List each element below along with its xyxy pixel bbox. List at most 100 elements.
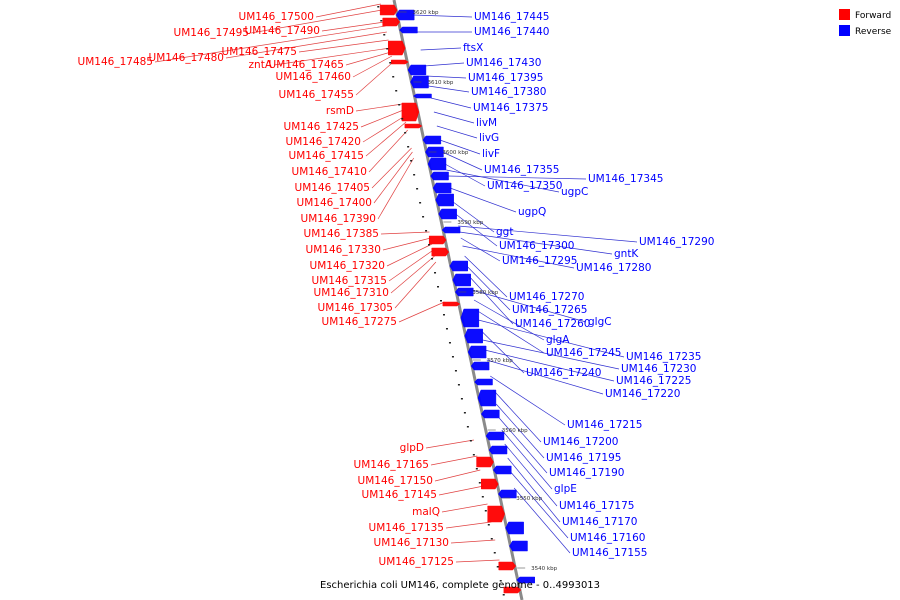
kbp-tick-label: 3620 kbp [413,10,439,16]
forward-leader-line [373,151,413,204]
reverse-gene-label: glgA [546,334,570,346]
reverse-leader-line [486,359,604,395]
reverse-gene-label: ggt [496,226,513,238]
reverse-leader-line [468,275,514,325]
reverse-leader-line [433,111,475,124]
reverse-leader-line [446,169,560,193]
reverse-feature-block [435,193,454,207]
reverse-leader-line [430,97,472,109]
reverse-feature-block [452,273,471,287]
reverse-feature-block [481,409,500,419]
reverse-feature-block [509,540,528,552]
kbp-ticks: 3620 kbp 3610 kbp 3600 kbp 3590 kbp 3580 kbp… [377,6,558,596]
reverse-leader-line [436,125,478,139]
reverse-leader-line [484,349,615,382]
reverse-gene-label: UM146_17350 [487,180,562,192]
minor-tick [451,356,454,358]
reverse-leader-line [504,443,558,507]
reverse-feature-block [467,345,487,359]
minor-tick [434,272,437,274]
reverse-leader-line [424,62,465,67]
forward-leader-line [377,157,415,220]
reverse-feature-block [422,135,442,145]
minor-tick [460,398,463,400]
forward-leader-line [450,539,496,544]
forward-gene-label: malQ [412,506,440,518]
forward-gene-label: UM146_17145 [362,489,437,501]
forward-gene-label: UM146_17320 [310,260,385,272]
reverse-feature-block [427,157,447,171]
reverse-gene-label: livF [482,148,500,160]
legend-reverse-swatch [839,25,850,36]
forward-gene-label: UM146_17305 [318,302,393,314]
forward-feature-block [487,505,505,523]
forward-gene-label: UM146_17460 [276,71,351,83]
forward-leader-line [355,61,394,96]
forward-gene-label: UM146_17485 [78,56,153,68]
forward-feature-block [481,478,499,490]
forward-feature-block [382,17,401,27]
minor-tick [377,6,380,8]
minor-tick [490,538,493,540]
reverse-feature-block [460,308,480,328]
reverse-gene-label: UM146_17375 [473,102,548,114]
forward-leader-line [371,147,412,189]
reverse-gene-label: ugpQ [518,206,546,218]
label-leader-lines [154,3,638,563]
reverse-leader-line [482,339,620,370]
reverse-gene-label: UM146_17160 [570,532,645,544]
reverse-gene-label: UM146_17215 [567,419,642,431]
forward-leader-line [365,121,407,157]
minor-tick [398,104,401,106]
minor-tick [422,216,425,218]
reverse-leader-line [439,139,481,155]
minor-tick [496,566,499,568]
reverse-gene-label: glpE [554,483,577,495]
minor-tick [475,468,478,470]
forward-gene-label: UM146_17275 [322,316,397,328]
reverse-leader-line [480,329,525,374]
forward-gene-label: glpD [400,442,424,454]
forward-leader-line [388,249,434,282]
forward-leader-line [225,31,387,59]
reverse-leader-line [492,389,542,443]
forward-gene-label: UM146_17455 [279,89,354,101]
reverse-gene-label: UM146_17155 [572,547,647,559]
minor-tick [389,62,392,64]
reverse-feature-block [441,226,461,234]
reverse-leader-line [447,175,587,180]
forward-leader-line [394,261,437,309]
minor-tick [457,384,460,386]
forward-leader-line [380,231,430,235]
reverse-feature-block [492,465,512,475]
minor-tick [445,328,448,330]
reverse-leader-line [473,299,545,341]
minor-tick [407,146,410,148]
reverse-leader-line [452,201,495,233]
forward-gene-label: zntA [249,59,273,71]
reverse-leader-line [501,429,553,490]
reverse-leader-line [498,417,548,474]
forward-leader-line [434,469,481,482]
reverse-gene-label: ugpC [561,186,588,198]
forward-gene-label: rsmD [326,105,354,117]
minor-tick [493,552,496,554]
minor-tick [487,524,490,526]
reverse-leader-line [449,187,517,213]
reverse-gene-label: UM146_17395 [468,72,543,84]
reverse-gene-label: UM146_17175 [559,500,634,512]
forward-feature-block [476,456,494,468]
minor-tick [404,132,407,134]
reverse-feature-block [470,361,490,371]
reverse-leader-line [458,225,638,243]
reverse-leader-line [490,375,566,426]
reverse-gene-label: UM146_17230 [621,363,696,375]
forward-gene-label: UM146_17150 [358,475,433,487]
forward-leader-line [455,559,500,563]
forward-gene-label: UM146_17475 [222,46,297,58]
forward-leader-line [390,255,435,294]
reverse-leader-line [442,151,483,171]
minor-tick [392,76,395,78]
reverse-gene-label: UM146_17195 [546,452,621,464]
